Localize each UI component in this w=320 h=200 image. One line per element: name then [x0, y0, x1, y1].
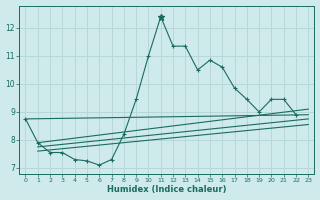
X-axis label: Humidex (Indice chaleur): Humidex (Indice chaleur): [107, 185, 227, 194]
